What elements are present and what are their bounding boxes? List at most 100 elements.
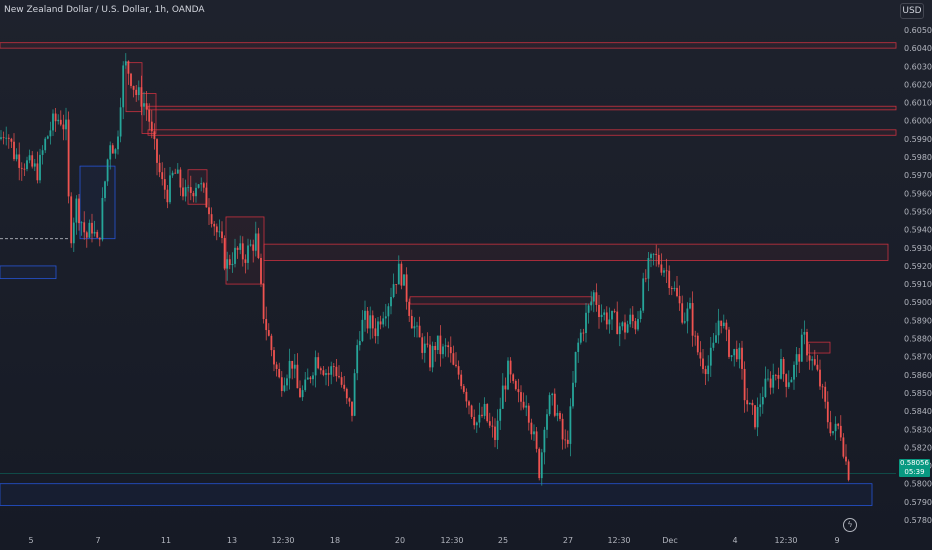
candle-body	[520, 392, 522, 402]
candle-body	[0, 137, 2, 139]
candle-body	[824, 386, 827, 402]
candle-body	[221, 231, 223, 239]
candle-body	[761, 396, 764, 405]
candle-body	[392, 284, 395, 297]
zone-support-6	[0, 265, 57, 280]
candle-body	[413, 326, 416, 329]
candle-body	[395, 284, 398, 285]
candle-body	[735, 349, 738, 360]
candle-body	[85, 232, 88, 238]
x-tick-label: 20	[395, 536, 405, 545]
candle-body	[785, 374, 788, 387]
candle-body	[148, 109, 151, 122]
candle-body	[590, 301, 593, 306]
candle-body	[2, 137, 5, 139]
candle-body	[397, 263, 400, 285]
candle-body	[202, 183, 205, 188]
candle-body	[826, 401, 829, 423]
lightning-icon[interactable]: ϟ	[843, 518, 857, 532]
candle-body	[795, 354, 798, 365]
candle-body	[647, 258, 650, 279]
candle-body	[273, 350, 275, 365]
candle-body	[31, 155, 34, 167]
candle-body	[171, 172, 174, 176]
candle-body	[299, 388, 301, 398]
candle-body	[192, 192, 195, 197]
candle-body	[104, 181, 106, 198]
x-tick-label: 12:30	[774, 536, 797, 545]
candle-body	[691, 303, 694, 336]
candle-body	[247, 245, 249, 263]
candle-body	[530, 422, 533, 435]
candle-body	[585, 312, 587, 334]
candle-body	[462, 386, 465, 392]
candle-body	[145, 103, 148, 110]
candle-body	[228, 259, 231, 266]
candle-body	[728, 329, 730, 357]
candle-body	[496, 420, 499, 440]
candle-body	[345, 388, 348, 399]
candle-body	[416, 325, 418, 327]
candle-body	[226, 259, 229, 269]
candle-body	[41, 150, 44, 155]
candle-body	[252, 244, 255, 251]
candle-body	[780, 359, 782, 379]
candle-body	[819, 369, 821, 387]
candle-body	[309, 377, 312, 380]
candle-body	[811, 359, 814, 361]
candle-body	[158, 162, 161, 173]
candle-body	[452, 353, 455, 365]
candle-body	[265, 319, 268, 331]
candle-body	[410, 315, 413, 329]
candle-body	[746, 400, 749, 405]
x-tick-label: 18	[330, 536, 340, 545]
zone-resistance-2	[147, 129, 897, 136]
candle-body	[657, 254, 660, 265]
candle-body	[291, 360, 294, 369]
candle-body	[332, 366, 335, 368]
currency-button[interactable]: USD	[900, 3, 924, 19]
candle-body	[218, 231, 221, 233]
candle-body	[267, 330, 270, 336]
candle-body	[335, 366, 338, 377]
candle-body	[15, 154, 18, 160]
candle-body	[39, 154, 41, 181]
candle-body	[358, 341, 361, 346]
candle-body	[457, 366, 460, 375]
candle-body	[668, 270, 671, 289]
candle-body	[517, 389, 520, 393]
candle-body	[546, 414, 548, 430]
candle-body	[423, 343, 426, 353]
candle-body	[270, 335, 273, 351]
candle-body	[704, 369, 707, 375]
x-tick-label: 11	[161, 536, 171, 545]
candle-body	[514, 380, 517, 390]
candle-body	[525, 405, 528, 408]
candle-body	[504, 385, 507, 390]
candle-body	[78, 198, 80, 224]
candle-body	[340, 377, 343, 385]
candle-body	[348, 398, 351, 402]
candle-body	[486, 403, 489, 422]
last-price-tag: 0.58056 05:39	[899, 459, 930, 477]
zone-block-12	[807, 341, 831, 354]
candle-body	[88, 222, 91, 238]
candle-body	[405, 274, 408, 302]
candle-body	[673, 287, 676, 290]
candle-body	[23, 168, 26, 170]
candle-body	[813, 359, 816, 365]
candle-body	[325, 373, 327, 375]
candle-body	[231, 263, 234, 266]
